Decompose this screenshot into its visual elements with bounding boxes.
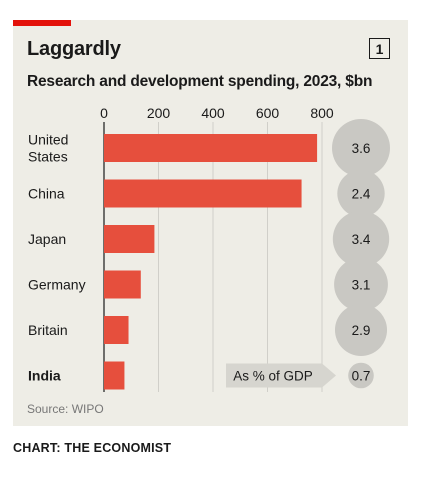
x-tick-label: 800 [310,105,334,121]
chart-number-badge: 1 [369,38,390,59]
bar [104,361,125,390]
gdp-legend-label: As % of GDP [233,369,313,384]
gdp-legend-tag [226,363,336,388]
chart-subtitle: Research and development spending, 2023,… [27,73,373,90]
x-tick-label: 200 [147,105,171,121]
gdp-value-label: 0.7 [352,369,371,384]
gdp-value-label: 2.9 [352,323,371,338]
bar [104,134,318,162]
x-tick-label: 0 [100,105,108,121]
gdp-circle [348,362,374,389]
category-label: Germany [28,277,86,293]
category-label: China [28,186,65,202]
bar [104,225,155,253]
gdp-value-label: 2.4 [352,187,371,202]
gdp-circle [334,303,388,357]
chart-title: Laggardly [27,38,121,60]
category-label: United [28,132,68,148]
category-label: India [28,368,61,384]
gdp-circle [332,210,390,268]
x-tick-label: 400 [201,105,225,121]
bar [104,270,141,299]
category-label: States [28,149,68,165]
bar [104,316,129,344]
gdp-circle [332,119,390,177]
source-note: Source: WIPO [27,402,104,416]
gdp-circle [334,257,388,312]
x-tick-label: 600 [256,105,280,121]
bar [104,179,302,208]
category-label: Britain [28,322,68,338]
brand-accent-bar [13,20,71,26]
category-label: Japan [28,231,66,247]
gdp-value-label: 3.1 [352,278,371,293]
gdp-value-label: 3.6 [352,141,371,156]
gdp-circle [337,169,385,218]
chart-credit: CHART: THE ECONOMIST [13,441,172,455]
gdp-value-label: 3.4 [352,232,371,247]
